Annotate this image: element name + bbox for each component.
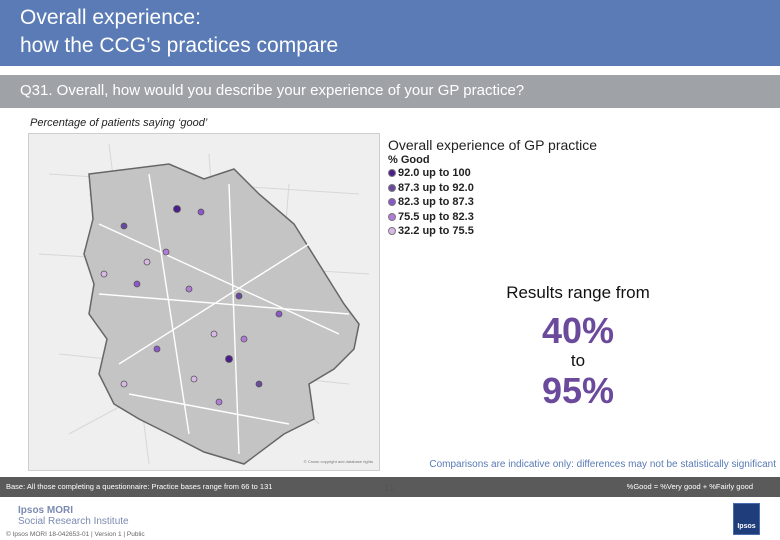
- legend-swatch-band-2: [388, 183, 396, 192]
- legend-swatch-band-5: [388, 227, 396, 236]
- legend-swatch-band-4: [388, 212, 396, 221]
- legend-swatch-band-1: [388, 169, 396, 178]
- legend-label-band-1: 92.0 up to 100: [398, 167, 471, 180]
- page-title-line-1: Overall experience:: [20, 6, 201, 29]
- results-range-connector: to: [570, 351, 586, 370]
- title-bar: Overall experience: how the CCG’s practi…: [0, 0, 780, 66]
- legend-item-band-5: 32.2 up to 75.5: [388, 224, 597, 239]
- legend-item-band-3: 82.3 up to 87.3: [388, 195, 597, 210]
- legend-item-band-2: 87.3 up to 92.0: [388, 181, 597, 196]
- good-definition: %Good = %Very good + %Fairly good: [626, 482, 753, 491]
- legend-label-band-3: 82.3 up to 87.3: [398, 196, 474, 209]
- legend-label-band-4: 75.5 up to 82.3: [398, 210, 474, 223]
- results-range-high: 95%: [541, 370, 615, 411]
- legend-item-band-4: 75.5 up to 82.3: [388, 210, 597, 225]
- question-bar: Q31. Overall, how would you describe you…: [0, 75, 780, 108]
- legend-swatch-band-3: [388, 198, 396, 207]
- logo-tagline: Social Research Institute: [18, 516, 129, 527]
- legend-label-band-5: 32.2 up to 75.5: [398, 225, 474, 238]
- ccg-map: © Crown copyright and database rights: [28, 133, 380, 471]
- question-text: Q31. Overall, how would you describe you…: [20, 82, 525, 99]
- practice-markers: [100, 205, 283, 406]
- map-subtitle: Percentage of patients saying ‘good’: [30, 117, 208, 129]
- base-text: Base: All those completing a questionnai…: [6, 482, 273, 491]
- legend-label-band-2: 87.3 up to 92.0: [398, 181, 474, 194]
- map-copyright: © Crown copyright and database rights: [303, 459, 373, 464]
- legend-subtitle: % Good: [388, 154, 430, 166]
- logo-brand: Ipsos MORI: [18, 505, 74, 516]
- comparison-disclaimer: Comparisons are indicative only: differe…: [429, 459, 776, 470]
- results-range-low: 40%: [541, 310, 615, 351]
- page-number: 11: [384, 483, 395, 494]
- legend-title: Overall experience of GP practice: [388, 137, 598, 153]
- ccg-boundary: [83, 163, 360, 465]
- ipsos-mori-logo: Ipsos MORI Social Research Institute: [18, 505, 129, 527]
- map-local-roads: [98, 173, 350, 455]
- legend-item-band-1: 92.0 up to 100: [388, 166, 597, 181]
- map-graphic: [38, 143, 370, 465]
- ipsos-corner-logo: Ipsos: [733, 503, 760, 535]
- page-title-line-2: how the CCG’s practices compare: [20, 34, 339, 57]
- base-bar: Base: All those completing a questionnai…: [0, 477, 780, 497]
- results-range-intro: Results range from: [506, 283, 650, 302]
- footer-meta: © Ipsos MORI 18-042653-01 | Version 1 | …: [6, 531, 145, 538]
- map-legend: Overall experience of GP practice % Good…: [388, 137, 597, 239]
